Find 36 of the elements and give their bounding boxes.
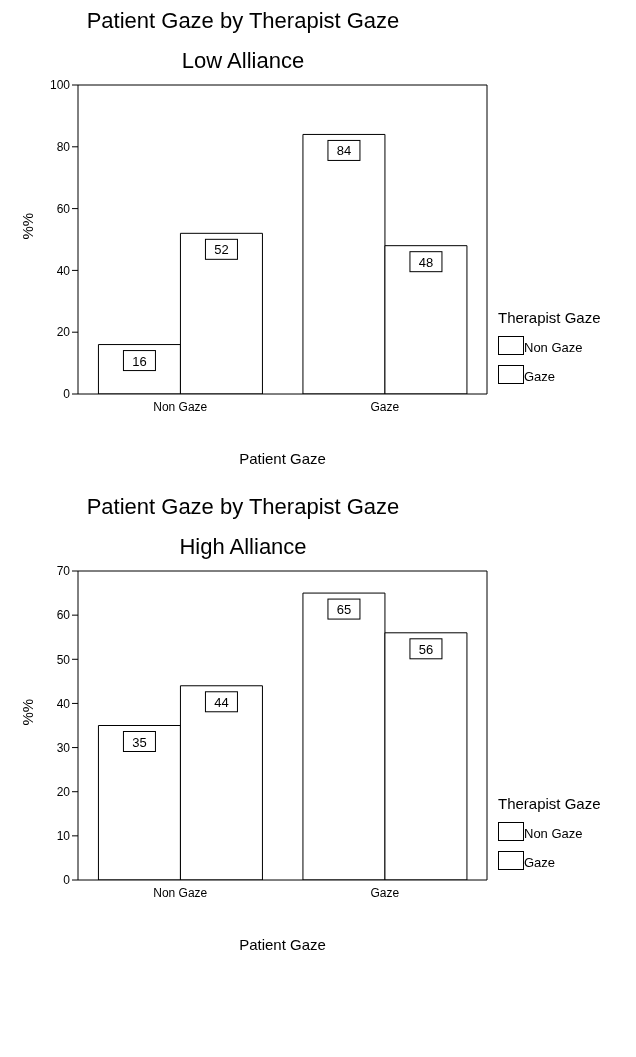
x-axis-title: Patient Gaze bbox=[239, 450, 326, 467]
legend-label: Gaze bbox=[524, 855, 556, 870]
chart-title: Patient Gaze by Therapist Gaze bbox=[85, 8, 401, 34]
y-tick-label: 30 bbox=[56, 740, 71, 755]
data-label: 56 bbox=[418, 641, 434, 657]
y-tick-label: 40 bbox=[56, 696, 71, 711]
legend-label: Non Gaze bbox=[524, 340, 583, 355]
data-label: 84 bbox=[336, 143, 352, 159]
y-tick-label: 70 bbox=[56, 564, 71, 579]
chart-title: Patient Gaze by Therapist Gaze bbox=[85, 494, 401, 520]
data-label: 65 bbox=[336, 602, 352, 618]
data-label: 52 bbox=[214, 242, 229, 258]
y-axis-title: %% bbox=[19, 212, 37, 240]
y-tick-label: 60 bbox=[56, 608, 71, 623]
y-tick-label: 0 bbox=[63, 873, 71, 888]
legend-label: Gaze bbox=[524, 369, 556, 384]
legend-title: Therapist Gaze bbox=[498, 309, 602, 326]
y-tick-label: 10 bbox=[56, 829, 71, 844]
y-tick-label: 80 bbox=[56, 140, 71, 155]
data-label: 44 bbox=[214, 694, 229, 710]
legend-label: Non Gaze bbox=[524, 826, 583, 841]
data-label: 35 bbox=[132, 734, 147, 750]
x-axis-title: Patient Gaze bbox=[239, 936, 326, 953]
y-tick-label: 20 bbox=[56, 325, 71, 340]
chart-subtitle: Low Alliance bbox=[180, 48, 306, 74]
legend-title: Therapist Gaze bbox=[498, 795, 602, 812]
y-tick-label: 40 bbox=[56, 263, 71, 278]
chart-subtitle: High Alliance bbox=[178, 534, 308, 560]
y-tick-label: 60 bbox=[56, 201, 71, 216]
y-axis-title: %% bbox=[19, 698, 37, 726]
data-label: 16 bbox=[132, 353, 147, 369]
data-label: 48 bbox=[418, 254, 434, 270]
y-tick-label: 20 bbox=[56, 784, 71, 799]
y-tick-label: 50 bbox=[56, 652, 71, 667]
y-tick-label: 100 bbox=[49, 78, 71, 93]
y-tick-label: 0 bbox=[63, 387, 71, 402]
